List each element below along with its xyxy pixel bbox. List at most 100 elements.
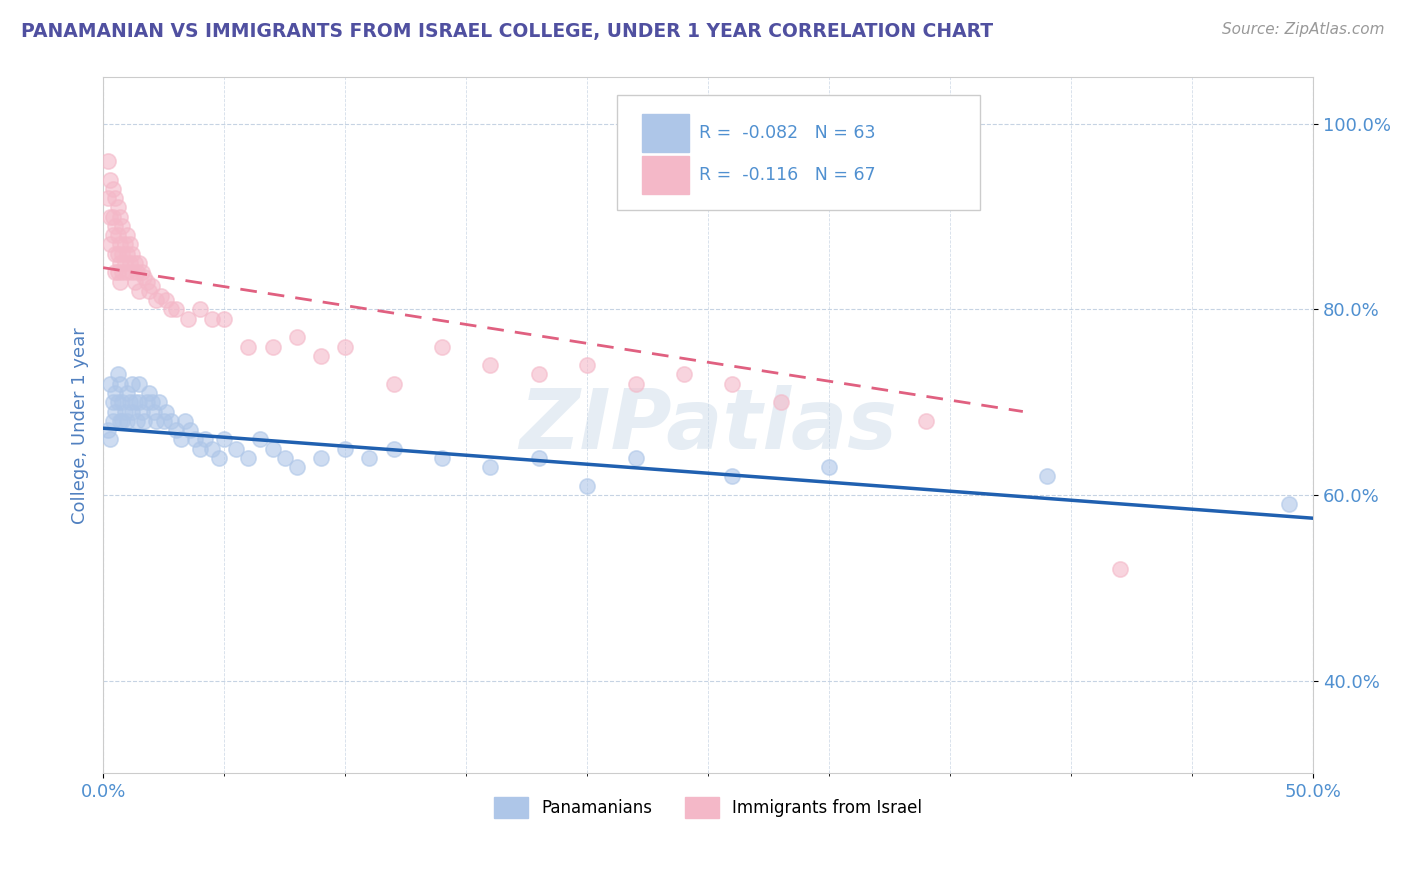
Point: [101, 210, 124, 224]
Point: [238, 340, 260, 354]
Point: [107, 265, 129, 279]
Point: [128, 284, 150, 298]
Point: [165, 302, 187, 317]
Point: [174, 414, 197, 428]
Point: [111, 265, 134, 279]
Point: [155, 404, 177, 418]
Point: [262, 442, 284, 456]
Point: [121, 376, 143, 391]
Point: [333, 442, 356, 456]
Y-axis label: College, Under 1 year: College, Under 1 year: [72, 327, 89, 524]
Point: [177, 311, 200, 326]
Point: [138, 386, 160, 401]
Point: [208, 450, 231, 465]
Point: [100, 376, 122, 391]
Point: [108, 237, 131, 252]
Point: [117, 265, 139, 279]
Point: [97, 423, 120, 437]
Point: [188, 302, 211, 317]
Point: [107, 368, 129, 382]
Point: [104, 386, 127, 401]
Point: [915, 414, 938, 428]
Point: [624, 376, 647, 391]
FancyBboxPatch shape: [641, 156, 689, 194]
Point: [111, 414, 134, 428]
Point: [155, 293, 177, 307]
Point: [165, 423, 187, 437]
Point: [273, 450, 295, 465]
Point: [359, 450, 381, 465]
Point: [101, 228, 124, 243]
Point: [148, 395, 170, 409]
Point: [124, 275, 146, 289]
Point: [101, 182, 124, 196]
Text: R =  -0.116   N = 67: R = -0.116 N = 67: [699, 166, 875, 184]
Point: [721, 469, 744, 483]
Point: [108, 275, 131, 289]
Point: [135, 275, 157, 289]
Point: [114, 237, 136, 252]
Point: [117, 246, 139, 260]
Point: [97, 191, 120, 205]
Point: [117, 414, 139, 428]
Point: [201, 442, 224, 456]
Point: [721, 376, 744, 391]
Point: [145, 414, 167, 428]
Point: [108, 256, 131, 270]
Point: [201, 311, 224, 326]
Point: [118, 256, 141, 270]
Point: [125, 414, 148, 428]
FancyBboxPatch shape: [617, 95, 980, 210]
Point: [138, 284, 160, 298]
Point: [128, 395, 150, 409]
Point: [818, 460, 841, 475]
Point: [97, 153, 120, 168]
Point: [212, 311, 235, 326]
Point: [135, 395, 157, 409]
Point: [111, 219, 134, 233]
Point: [104, 265, 127, 279]
Point: [262, 340, 284, 354]
Text: Source: ZipAtlas.com: Source: ZipAtlas.com: [1222, 22, 1385, 37]
Point: [128, 256, 150, 270]
Point: [118, 395, 141, 409]
Point: [479, 460, 502, 475]
Point: [150, 288, 173, 302]
Point: [131, 404, 153, 418]
Point: [107, 200, 129, 214]
Point: [430, 450, 453, 465]
Point: [104, 404, 127, 418]
Point: [128, 376, 150, 391]
Text: R =  -0.082   N = 63: R = -0.082 N = 63: [699, 124, 875, 142]
Point: [672, 368, 695, 382]
Point: [104, 191, 127, 205]
Point: [117, 228, 139, 243]
Point: [121, 246, 143, 260]
Point: [101, 395, 124, 409]
Point: [142, 404, 165, 418]
Point: [125, 265, 148, 279]
Text: PANAMANIAN VS IMMIGRANTS FROM ISRAEL COLLEGE, UNDER 1 YEAR CORRELATION CHART: PANAMANIAN VS IMMIGRANTS FROM ISRAEL COL…: [21, 22, 993, 41]
Point: [121, 265, 143, 279]
Point: [160, 414, 183, 428]
Legend: Panamanians, Immigrants from Israel: Panamanians, Immigrants from Israel: [488, 790, 929, 824]
Point: [576, 479, 599, 493]
Point: [104, 219, 127, 233]
Point: [1278, 497, 1301, 511]
Point: [124, 256, 146, 270]
Point: [249, 433, 271, 447]
Point: [141, 279, 163, 293]
Point: [131, 265, 153, 279]
Point: [382, 376, 405, 391]
Point: [100, 172, 122, 186]
Point: [624, 450, 647, 465]
Point: [121, 404, 143, 418]
Point: [160, 302, 183, 317]
Point: [114, 404, 136, 418]
Point: [107, 395, 129, 409]
Point: [107, 246, 129, 260]
Point: [382, 442, 405, 456]
Point: [212, 433, 235, 447]
Point: [152, 414, 174, 428]
Point: [309, 450, 332, 465]
